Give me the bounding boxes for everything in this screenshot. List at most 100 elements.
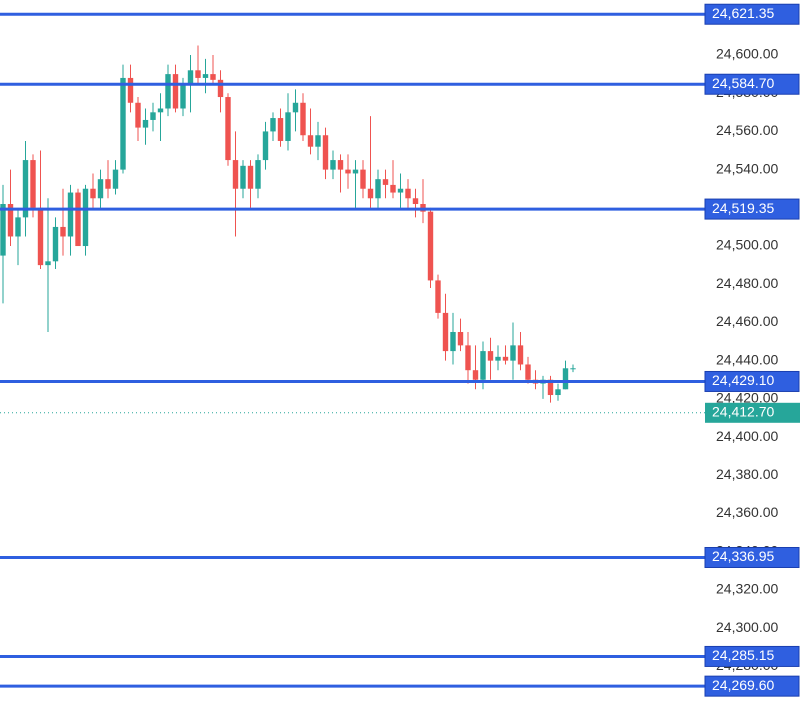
candle-body	[412, 198, 419, 205]
level-label: 24,519.35	[712, 200, 774, 216]
candle-body	[105, 179, 111, 189]
candle-body	[397, 188, 404, 193]
candle-body	[165, 74, 171, 109]
level-label-box	[704, 3, 800, 25]
candle-body	[292, 102, 299, 113]
candle-body	[405, 188, 411, 199]
level-label: 24,584.70	[712, 75, 774, 91]
candle-body	[472, 370, 479, 380]
candle-body	[60, 226, 66, 237]
candle-body	[322, 135, 329, 170]
y-tick-label: 24,360.00	[716, 504, 778, 520]
candle-body	[52, 226, 59, 262]
y-tick-label: 24,600.00	[716, 46, 778, 62]
candle-body	[7, 204, 14, 237]
candle-body	[270, 118, 276, 132]
candle-body	[360, 169, 366, 189]
level-label: 24,429.10	[712, 372, 774, 388]
candle-body	[112, 169, 119, 189]
candle-body	[67, 192, 74, 237]
level-label-box	[704, 370, 800, 392]
candle-body	[75, 192, 81, 247]
candle-body	[495, 356, 501, 361]
candle-body	[15, 217, 21, 237]
candle-body	[142, 119, 149, 128]
candle-body	[37, 207, 44, 266]
level-label-box	[704, 645, 800, 667]
candle-body	[180, 83, 186, 109]
candle-body	[427, 211, 434, 281]
candle-body	[307, 135, 314, 147]
candle-body	[90, 188, 96, 199]
y-tick-label: 24,300.00	[716, 619, 778, 635]
candle-body	[517, 345, 524, 365]
level-label-box	[704, 198, 800, 220]
candle-body	[525, 364, 531, 380]
candle-body	[315, 135, 321, 147]
candle-body	[217, 79, 224, 98]
level-label: 24,269.60	[712, 677, 774, 693]
candle-body	[570, 368, 576, 370]
candle-body	[390, 184, 396, 193]
candle-body	[487, 351, 494, 361]
candle-body	[120, 77, 126, 170]
level-label-box	[704, 546, 800, 568]
y-tick-label: 24,320.00	[716, 581, 778, 597]
y-tick-label: 24,440.00	[716, 351, 778, 367]
candle-body	[187, 70, 194, 84]
candle-body	[465, 345, 471, 371]
candle-body	[135, 102, 141, 128]
y-tick-label: 24,540.00	[716, 160, 778, 176]
candle-body	[30, 160, 36, 208]
level-label-box	[704, 73, 800, 95]
candle-body	[157, 108, 164, 113]
candle-body	[352, 169, 359, 174]
level-label-box	[704, 675, 800, 697]
candle-body	[150, 112, 156, 120]
y-tick-label: 24,400.00	[716, 428, 778, 444]
y-tick-label: 24,380.00	[716, 466, 778, 482]
candle-body	[300, 102, 306, 136]
level-label: 24,336.95	[712, 548, 774, 564]
candle-body	[172, 74, 179, 109]
candle-body	[457, 331, 464, 346]
level-label: 24,285.15	[712, 647, 774, 663]
candle-body	[225, 97, 231, 161]
candle-body	[337, 160, 344, 170]
y-tick-label: 24,480.00	[716, 275, 778, 291]
candle-body	[450, 331, 456, 352]
candle-body	[0, 204, 6, 256]
candle-body	[97, 179, 104, 199]
candle-body	[22, 160, 29, 218]
candle-body	[195, 70, 201, 78]
y-tick-label: 24,420.00	[716, 390, 778, 406]
candle-body	[555, 389, 561, 396]
candle-body	[382, 179, 389, 185]
level-label: 24,621.35	[712, 5, 774, 21]
candle-body	[247, 165, 254, 189]
candle-body	[232, 160, 239, 189]
candle-body	[82, 188, 89, 247]
candle-body	[202, 74, 209, 78]
candle-body	[547, 379, 554, 396]
candle-body	[375, 179, 381, 199]
candle-body	[285, 112, 291, 141]
candle-body	[367, 188, 374, 199]
candle-body	[435, 280, 441, 313]
candle-body	[562, 368, 569, 390]
candle-body	[255, 160, 261, 189]
current-price-box	[705, 402, 800, 423]
y-tick-label: 24,500.00	[716, 237, 778, 253]
candle-body	[210, 74, 216, 80]
candle-body	[442, 312, 449, 352]
candle-body	[240, 165, 246, 189]
candle-body	[330, 160, 336, 170]
candle-body	[277, 118, 284, 141]
candle-body	[502, 356, 509, 361]
candle-body	[127, 77, 134, 103]
candle-body	[45, 261, 51, 266]
candle-body	[510, 345, 516, 361]
y-tick-label: 24,460.00	[716, 313, 778, 329]
